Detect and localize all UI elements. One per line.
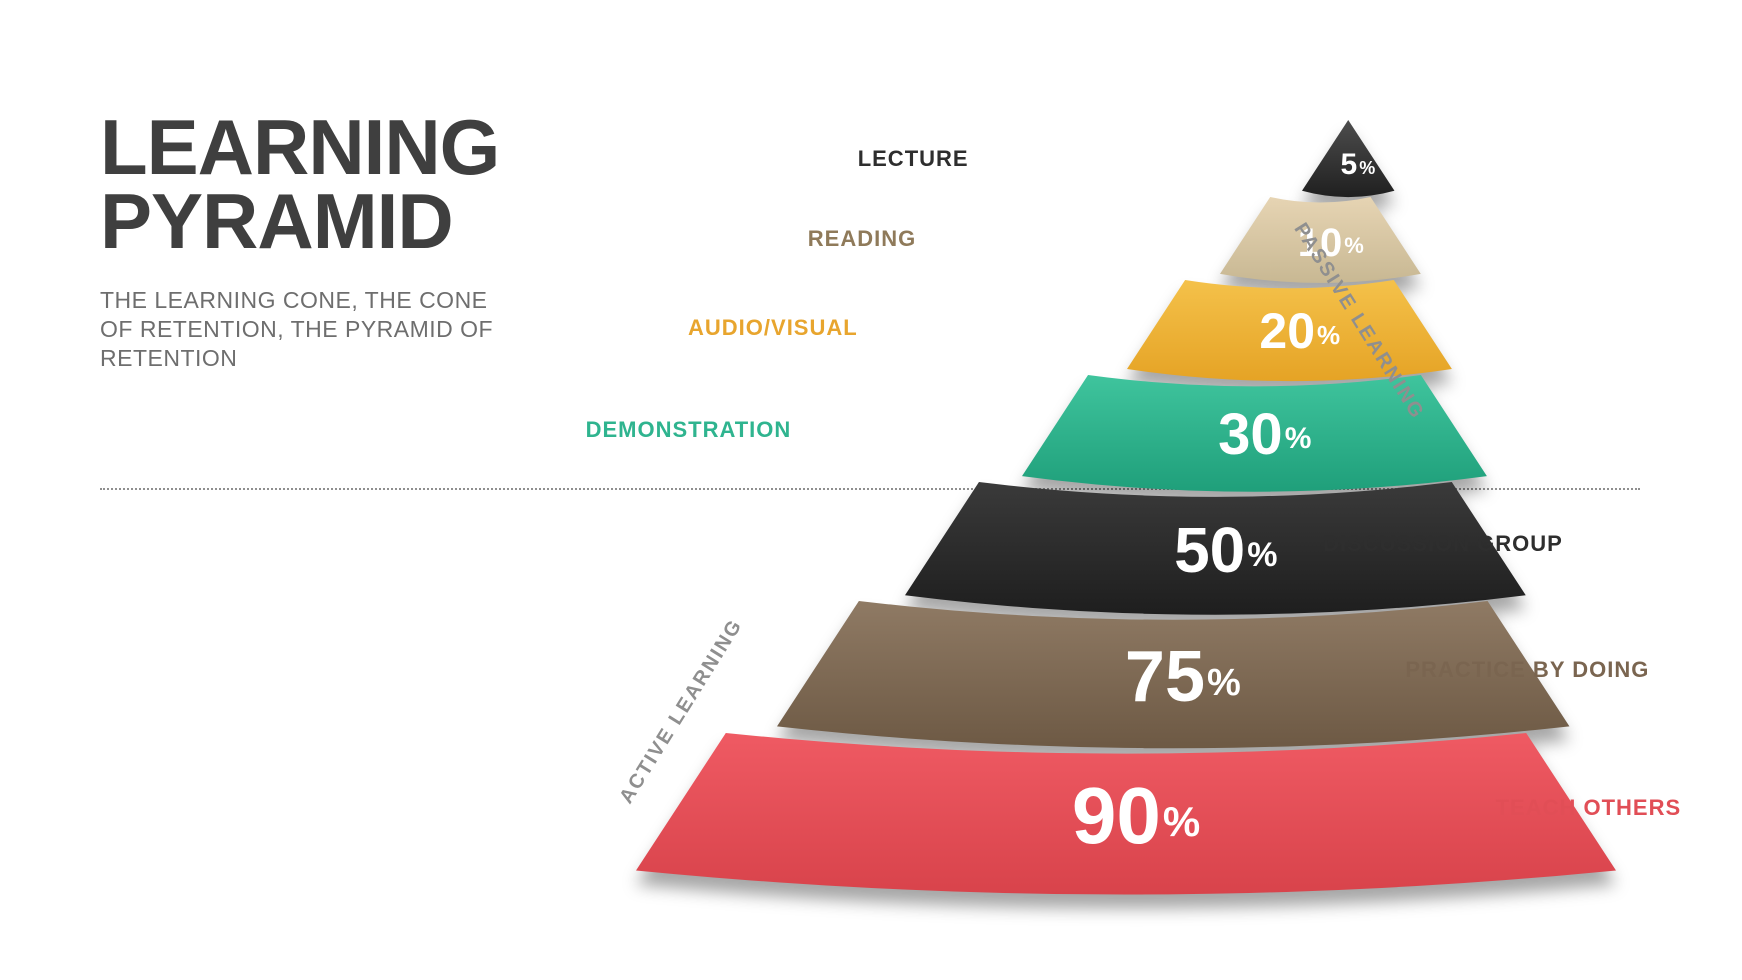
pyramid-percent-lecture: 5% bbox=[1312, 126, 1404, 204]
label-practice: PRACTICE BY DOING bbox=[1405, 657, 1649, 683]
percent-number: 75 bbox=[1125, 641, 1205, 713]
label-reading: READING bbox=[808, 226, 916, 252]
label-teach: TEACH OTHERS bbox=[1496, 795, 1682, 821]
percent-number: 50 bbox=[1174, 518, 1245, 582]
percent-number: 30 bbox=[1218, 406, 1283, 464]
percent-sign: % bbox=[1344, 235, 1364, 257]
label-demonstration: DEMONSTRATION bbox=[586, 417, 792, 443]
label-lecture: LECTURE bbox=[858, 146, 969, 172]
percent-number: 90 bbox=[1072, 776, 1161, 856]
percent-sign: % bbox=[1207, 664, 1241, 702]
pyramid-percent-audiovisual: 20% bbox=[1137, 280, 1462, 383]
label-discussion: DISCUSSION GROUP bbox=[1323, 531, 1563, 557]
pyramid-percent-demonstration: 30% bbox=[1032, 375, 1497, 495]
percent-sign: % bbox=[1285, 424, 1312, 454]
pyramid: 5%10%20%30%50%75%90%LECTUREREADINGAUDIO/… bbox=[0, 0, 1742, 980]
percent-sign: % bbox=[1359, 159, 1375, 177]
percent-sign: % bbox=[1317, 322, 1340, 348]
pyramid-percent-teach: 90% bbox=[646, 733, 1626, 899]
percent-number: 5 bbox=[1341, 150, 1358, 180]
percent-number: 20 bbox=[1259, 306, 1315, 356]
percent-sign: % bbox=[1163, 801, 1200, 843]
infographic-stage: LEARNING PYRAMID THE LEARNING CONE, THE … bbox=[0, 0, 1742, 980]
percent-sign: % bbox=[1247, 538, 1277, 572]
label-audiovisual: AUDIO/VISUAL bbox=[688, 315, 858, 341]
